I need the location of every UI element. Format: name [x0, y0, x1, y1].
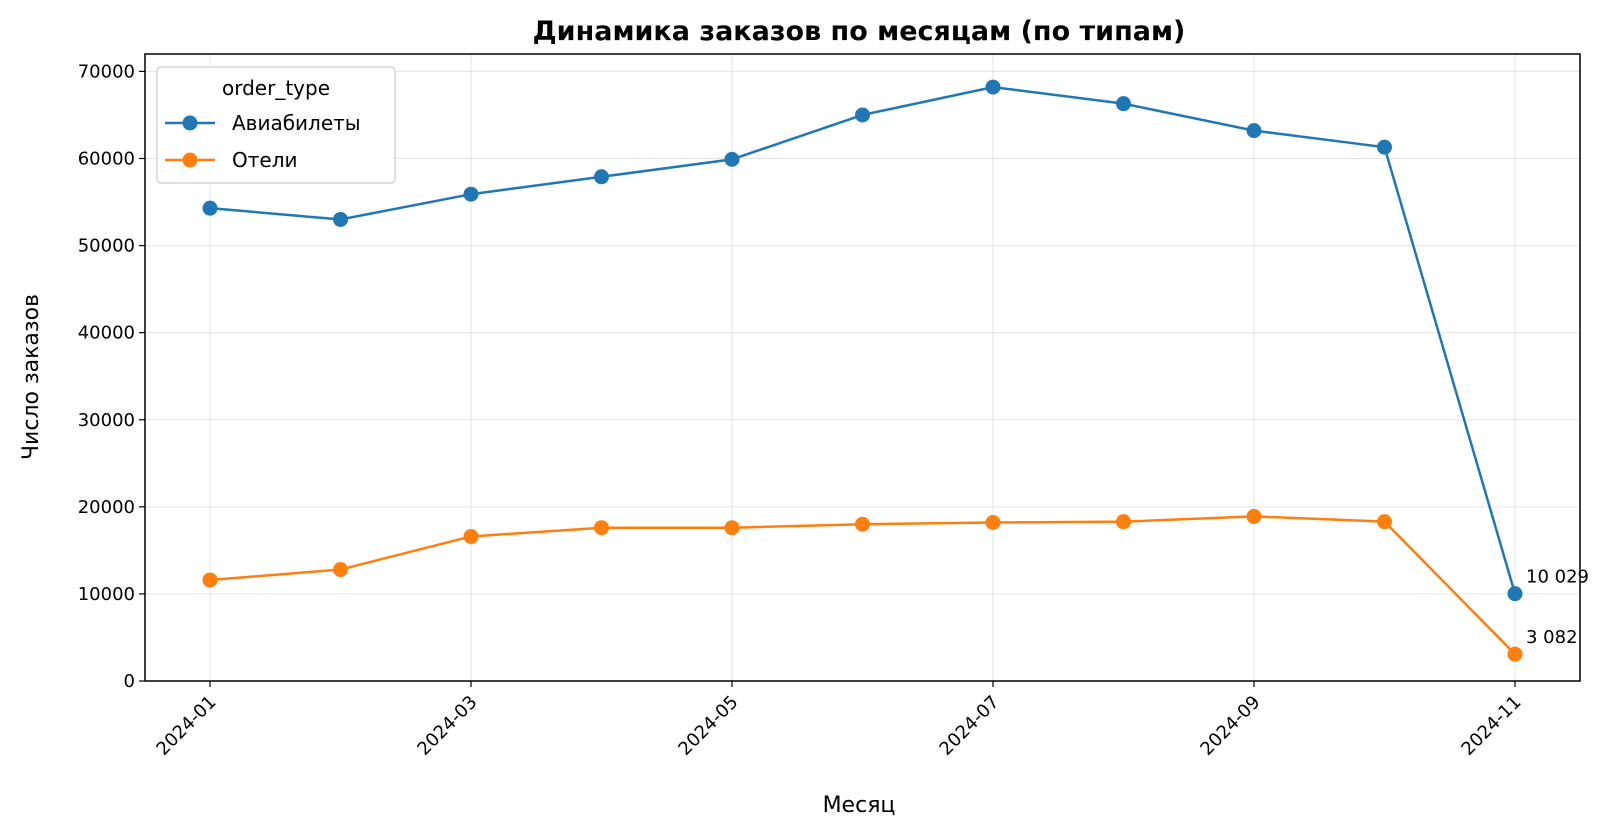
series-line-2 — [209, 515, 1516, 656]
y-axis: 0 10000 20000 30000 40000 50000 60000 70000 — [78, 61, 145, 692]
y-tick-label: 70000 — [78, 61, 135, 82]
x-axis: 2024-01 2024-03 2024-05 2024-07 2024-09 2024-… — [152, 681, 1526, 760]
data-label: 10 029 — [1526, 567, 1589, 588]
data-point — [724, 151, 740, 167]
legend-item-label: Авиабилеты — [232, 111, 361, 135]
legend-marker — [182, 152, 198, 168]
legend-marker — [182, 115, 198, 131]
x-tick-label: 2024-03 — [413, 692, 481, 760]
data-point — [1507, 646, 1523, 662]
legend-box — [156, 66, 396, 184]
y-tick-label: 10000 — [78, 584, 135, 605]
data-point — [202, 200, 218, 216]
x-tick-label: 2024-11 — [1457, 692, 1525, 760]
data-label: 3 082 — [1526, 627, 1578, 648]
data-point — [1377, 139, 1392, 155]
data-point — [594, 520, 609, 536]
data-point — [463, 186, 479, 202]
chart-title: Динамика заказов по месяцам (по типам) — [533, 16, 1186, 47]
legend: order_type Авиабилеты Отели — [156, 66, 396, 184]
data-point — [1116, 96, 1131, 112]
data-point — [202, 572, 218, 588]
plot-frame — [144, 53, 1581, 682]
data-point — [1246, 508, 1262, 524]
data-point — [724, 520, 740, 536]
annotations: 10 029 3 082 — [1526, 567, 1589, 648]
legend-title: order_type — [222, 76, 330, 100]
data-point — [985, 79, 1001, 95]
data-point — [333, 562, 348, 578]
x-tick-label: 2024-05 — [674, 692, 742, 760]
y-tick-label: 20000 — [78, 497, 135, 518]
data-point — [1246, 123, 1262, 139]
y-tick-label: 40000 — [78, 323, 135, 344]
data-point — [855, 107, 870, 123]
y-tick-label: 60000 — [78, 149, 135, 170]
data-point — [594, 169, 609, 185]
data-point — [1377, 514, 1392, 530]
data-point — [985, 515, 1001, 531]
series-layer — [202, 79, 1523, 662]
x-tick-label: 2024-07 — [935, 692, 1003, 760]
data-point — [463, 528, 479, 544]
data-point — [1116, 514, 1131, 530]
data-point — [855, 516, 870, 532]
y-axis-label: Число заказов — [19, 294, 44, 460]
y-tick-label: 50000 — [78, 236, 135, 257]
legend-item-label: Отели — [232, 148, 297, 172]
y-tick-label: 30000 — [78, 410, 135, 431]
x-axis-label: Месяц — [823, 793, 896, 818]
y-tick-label: 0 — [124, 671, 135, 692]
x-tick-label: 2024-09 — [1196, 692, 1264, 760]
data-point — [1507, 586, 1523, 602]
x-tick-label: 2024-01 — [152, 692, 220, 760]
data-point — [333, 211, 348, 227]
